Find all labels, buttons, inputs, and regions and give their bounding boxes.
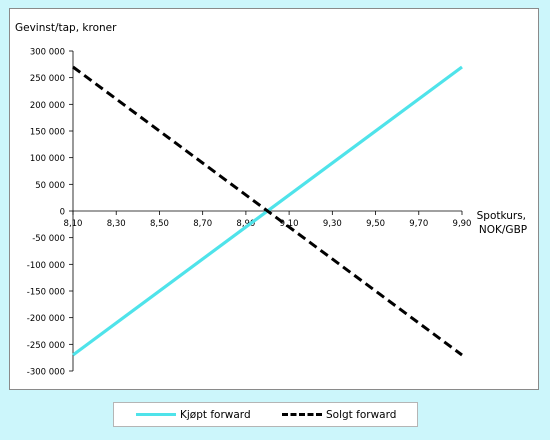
y-tick-label: -250 000	[27, 341, 65, 351]
y-axis: 300 000 250 000 200 000 150 000 100 000 50 00…	[27, 48, 74, 378]
x-tick-label: 9,30	[323, 219, 342, 229]
x-tick-label: 8,10	[64, 219, 83, 229]
y-tick-label: 250 000	[30, 74, 65, 84]
y-tick-label: 300 000	[30, 48, 65, 58]
y-tick-label: 150 000	[30, 128, 65, 138]
x-tick-label: 9,50	[366, 219, 385, 229]
x-axis: 8,10 8,30 8,50 8,70 8,90 9,10 9,30 9,50 9,70 9,90	[64, 210, 472, 229]
legend-swatch-solgt-forward	[282, 413, 322, 416]
legend: Kjøpt forward Solgt forward	[113, 402, 418, 427]
y-tick-label: 100 000	[30, 154, 65, 164]
legend-item-kjopt-forward: Kjøpt forward	[136, 403, 251, 426]
legend-label-kjopt-forward: Kjøpt forward	[180, 408, 251, 421]
x-tick-label: 9,70	[409, 219, 428, 229]
x-axis-title-line-1: Spotkurs,	[477, 210, 526, 222]
y-tick-label: -50 000	[32, 234, 65, 244]
legend-item-solgt-forward: Solgt forward	[282, 403, 396, 426]
y-tick-label: -300 000	[27, 368, 65, 378]
x-axis-title-line-2: NOK/GBP	[479, 224, 527, 236]
x-tick-label: 8,30	[107, 219, 126, 229]
line-chart: Gevinst/tap, kroner 300 000 250 000 200 00…	[15, 22, 530, 378]
y-tick-label: 50 000	[35, 181, 65, 191]
x-axis-title: Spotkurs, NOK/GBP	[477, 210, 530, 236]
y-tick-label: -100 000	[27, 261, 65, 271]
x-tick-label: 9,10	[280, 219, 299, 229]
legend-swatch-kjopt-forward	[136, 413, 176, 416]
x-tick-label: 8,70	[193, 219, 212, 229]
x-tick-label: 9,90	[453, 219, 472, 229]
y-tick-label: -150 000	[27, 288, 65, 298]
series-line-solgt-forward	[72, 65, 463, 357]
series-layer	[72, 65, 463, 357]
x-tick-label: 8,90	[236, 219, 255, 229]
y-tick-label: 0	[60, 208, 65, 218]
x-tick-label: 8,50	[150, 219, 169, 229]
chart-panel: Gevinst/tap, kroner 300 000 250 000 200 00…	[9, 8, 539, 390]
y-axis-title: Gevinst/tap, kroner	[15, 22, 117, 34]
y-tick-label: 200 000	[30, 101, 65, 111]
legend-label-solgt-forward: Solgt forward	[326, 408, 397, 421]
y-tick-label: -200 000	[27, 314, 65, 324]
